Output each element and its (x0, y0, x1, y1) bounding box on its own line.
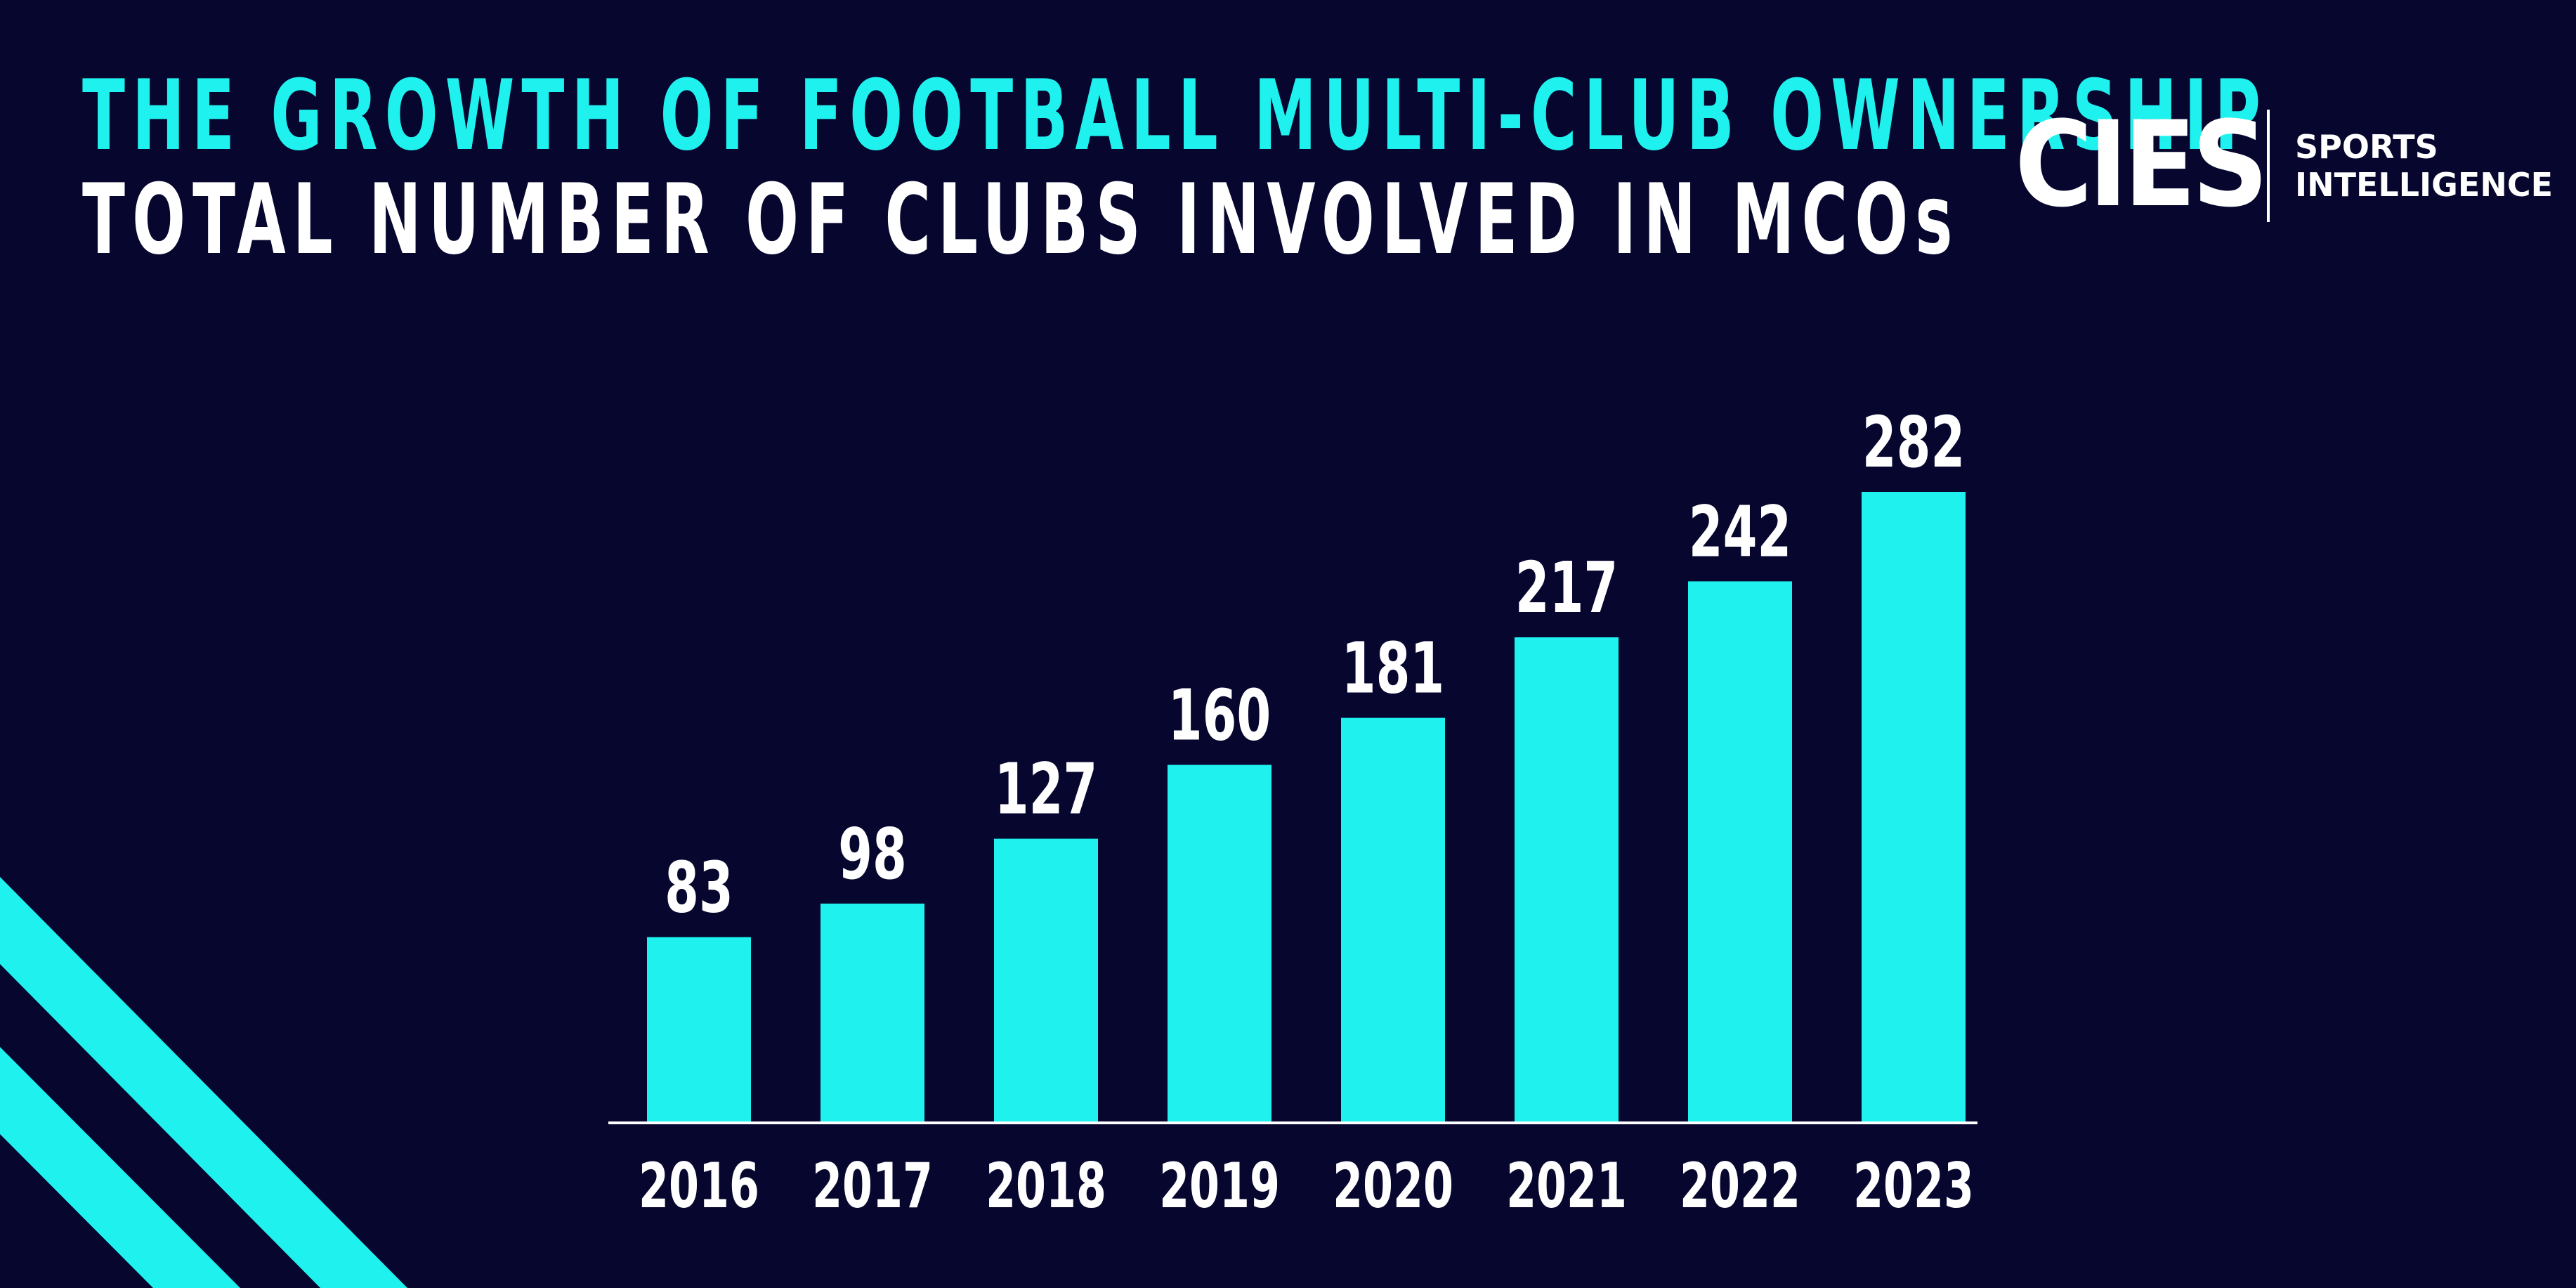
x-tick-2020: 2020 (1333, 1150, 1453, 1223)
logo-divider (2267, 110, 2270, 222)
data-label-2023: 282 (1862, 403, 1965, 484)
bar-2016 (647, 937, 751, 1123)
logo-text: SPORTS INTELLIGENCE (2295, 128, 2553, 204)
data-label-2019: 160 (1168, 675, 1271, 757)
logo-brand: CIES (2015, 96, 2268, 233)
x-tick-2023: 2023 (1853, 1150, 1974, 1223)
data-label-2017: 98 (838, 814, 907, 895)
x-tick-2017: 2017 (812, 1150, 933, 1223)
title-block: THE GROWTH OF FOOTBALL MULTI-CLUB OWNERS… (82, 67, 2576, 268)
stripe-upper (0, 877, 407, 1288)
x-tick-2019: 2019 (1159, 1150, 1280, 1223)
data-label-2018: 127 (995, 749, 1097, 831)
data-label-2022: 242 (1689, 492, 1791, 573)
chart-subtitle: TOTAL NUMBER OF CLUBS INVOLVED IN MCOs (82, 163, 1960, 276)
data-label-2016: 83 (665, 847, 733, 929)
x-tick-2018: 2018 (986, 1150, 1106, 1223)
bar-2017 (820, 903, 924, 1123)
logo-line-2: INTELLIGENCE (2295, 166, 2554, 204)
logo-line-1: SPORTS (2295, 128, 2438, 166)
x-tick-2022: 2022 (1680, 1150, 1800, 1223)
chart-title: THE GROWTH OF FOOTBALL MULTI-CLUB OWNERS… (82, 59, 2268, 172)
bar-2020 (1341, 717, 1445, 1123)
cies-logo: CIES SPORTS INTELLIGENCE (2009, 67, 2553, 233)
stripe-lower (0, 1047, 240, 1288)
data-label-2020: 181 (1342, 628, 1444, 710)
bar-2023 (1862, 492, 1966, 1123)
x-tick-2021: 2021 (1506, 1150, 1627, 1223)
x-tick-2016: 2016 (639, 1150, 759, 1223)
bar-2021 (1515, 637, 1619, 1123)
bar-2022 (1688, 581, 1792, 1123)
data-label-2021: 217 (1515, 548, 1618, 630)
bar-2019 (1168, 765, 1271, 1123)
bar-2018 (994, 838, 1098, 1123)
